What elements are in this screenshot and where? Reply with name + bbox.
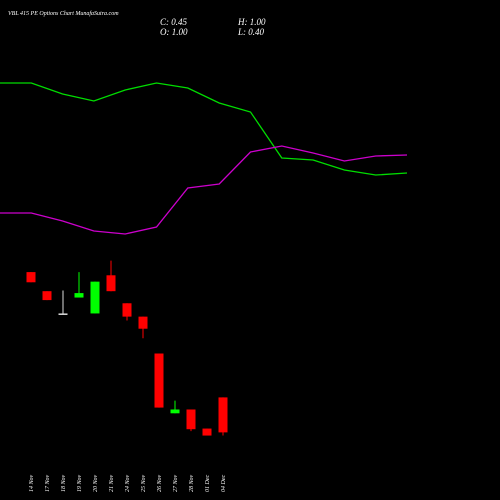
x-tick-label: 19 Nov bbox=[77, 474, 83, 492]
x-tick-label: 01 Dec bbox=[205, 475, 211, 492]
close-info: C: 0.45 bbox=[160, 17, 188, 27]
candle-body bbox=[106, 275, 116, 292]
x-tick-label: 26 Nov bbox=[157, 474, 163, 492]
low-info: L: 0.40 bbox=[237, 27, 265, 37]
candle-body bbox=[138, 316, 148, 329]
x-tick-label: 18 Nov bbox=[61, 474, 67, 492]
candle-body bbox=[26, 272, 36, 283]
chart-title: VBL 415 PE Options Chart MunafaSutra.com bbox=[8, 10, 119, 17]
x-tick-label: 25 Nov bbox=[141, 474, 147, 492]
x-tick-label: 28 Nov bbox=[189, 474, 195, 492]
band-line bbox=[0, 82, 408, 176]
x-tick-label: 21 Nov bbox=[109, 474, 115, 492]
candle-body bbox=[42, 291, 52, 301]
x-tick-label: 04 Dec bbox=[220, 475, 227, 492]
candle-body bbox=[58, 313, 68, 315]
high-info: H: 1.00 bbox=[237, 17, 266, 27]
x-tick-label: 27 Nov bbox=[173, 474, 179, 492]
x-tick-label: 14 Nov bbox=[28, 474, 35, 492]
x-tick-label: 17 Nov bbox=[45, 474, 51, 492]
x-tick-label: 24 Nov bbox=[124, 474, 131, 492]
candle-body bbox=[122, 303, 132, 317]
candle-body bbox=[186, 409, 196, 430]
open-info: O: 1.00 bbox=[160, 27, 188, 37]
candle-body bbox=[218, 397, 228, 433]
band-line bbox=[0, 145, 408, 235]
candle-body bbox=[170, 409, 180, 414]
x-tick-label: 20 Nov bbox=[93, 474, 99, 492]
candle-body bbox=[202, 428, 212, 436]
candle-body bbox=[154, 353, 164, 408]
candle-body bbox=[74, 293, 84, 298]
candle-body bbox=[90, 281, 100, 314]
